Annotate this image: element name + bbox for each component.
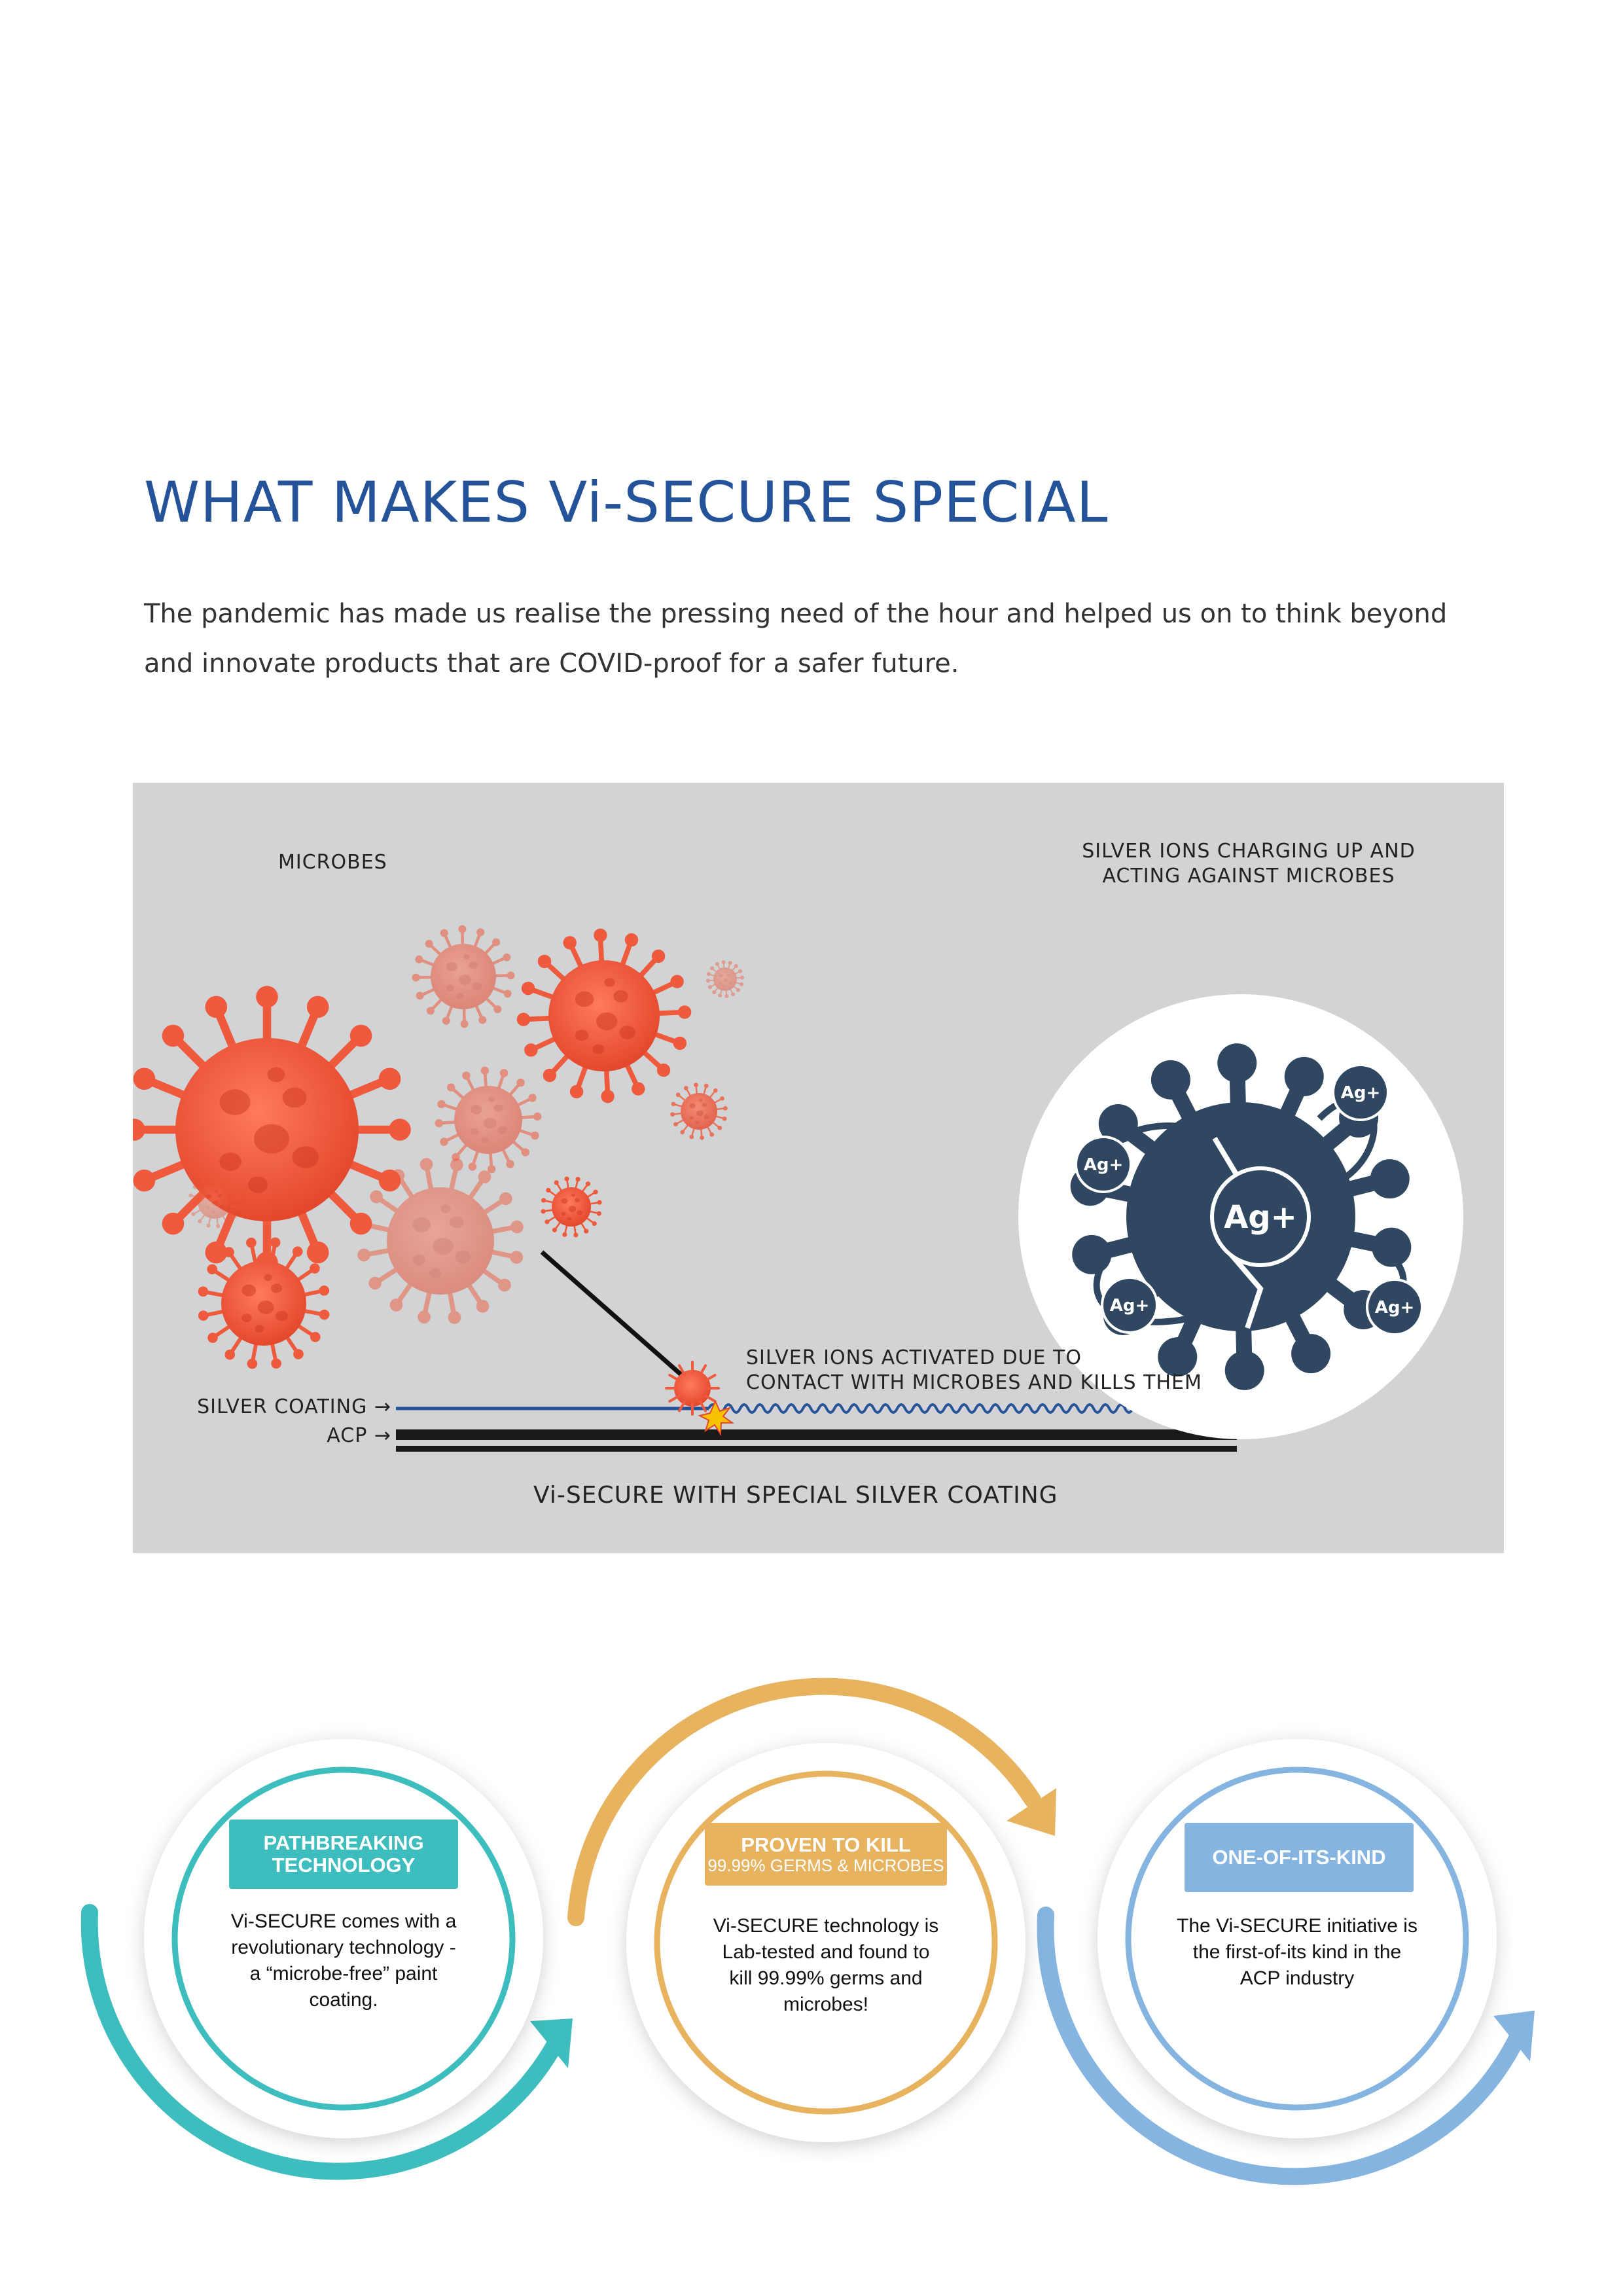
badge-1-line-1: PATHBREAKING	[263, 1831, 424, 1854]
diagram-caption: Vi-SECURE WITH SPECIAL SILVER COATING	[533, 1482, 1058, 1509]
ion-label-left: Ag+	[1084, 1155, 1124, 1175]
blue-connector-arc	[1037, 1907, 1527, 2185]
microbes-label: MICROBES	[278, 851, 387, 874]
page-title: WHAT MAKES Vi-SECURE SPECIAL	[144, 470, 1109, 535]
pathbreaking-technology-badge: PATHBREAKING TECHNOLOGY	[229, 1820, 458, 1889]
badge-2-sub: 99.99% GERMS & MICROBES	[707, 1855, 944, 1875]
activated-ions-label-line-1: SILVER IONS ACTIVATED DUE TO	[746, 1346, 1082, 1369]
feature-3-line-3: ACP industry	[1240, 1967, 1355, 1989]
ion-badge-left	[1075, 1136, 1132, 1193]
feature-1-line-2: revolutionary technology -	[231, 1937, 456, 1958]
feature-2-line-4: microbes!	[783, 1994, 869, 2015]
badge-2-line-1: PROVEN TO KILL	[741, 1833, 911, 1856]
feature-2-description: Vi-SECURE technology is Lab-tested and f…	[688, 1913, 963, 2018]
silver-coating-label: SILVER COATING →	[197, 1395, 391, 1418]
microbe-icon	[198, 1237, 330, 1369]
ion-label-bottom-right: Ag+	[1375, 1298, 1415, 1318]
silver-ion-virus-icon: Ag+ Ag+ Ag+ Ag+ Ag+	[1070, 1043, 1423, 1390]
feature-1-line-4: coating.	[309, 1989, 378, 2011]
acp-panel-bar	[396, 1429, 1237, 1440]
ion-core	[1210, 1166, 1311, 1267]
intro-line-1: The pandemic has made us realise the pre…	[144, 599, 1448, 629]
contact-pointer-line	[540, 1250, 691, 1384]
microbe-icon	[435, 1066, 542, 1174]
spark-icon	[698, 1399, 735, 1437]
feature-2-line-1: Vi-SECURE technology is	[713, 1915, 939, 1937]
microbe-icon	[357, 1158, 524, 1324]
ion-badge-bottom-right	[1366, 1278, 1423, 1336]
silver-ions-label-line-2: ACTING AGAINST MICROBES	[1102, 865, 1395, 888]
microbe-icon	[541, 1176, 602, 1238]
microbe-icon	[706, 960, 744, 998]
features-row: PATHBREAKING TECHNOLOGY Vi-SECURE comes …	[0, 1610, 1623, 2296]
feature-2-line-2: Lab-tested and found to	[722, 1941, 930, 1963]
feature-1-description: Vi-SECURE comes with a revolutionary tec…	[206, 1909, 481, 2013]
contact-microbe-icon	[665, 1361, 720, 1416]
acp-panel-base	[396, 1446, 1237, 1452]
ion-badge-bottom-left	[1101, 1276, 1158, 1334]
badge-1-line-2: TECHNOLOGY	[272, 1854, 416, 1876]
activated-ions-label: SILVER IONS ACTIVATED DUE TO CONTACT WIT…	[746, 1346, 1202, 1395]
microbe-icon	[188, 1175, 241, 1229]
microbe-icon	[670, 1083, 728, 1140]
microbe-icon	[133, 986, 411, 1274]
diagram-graphics: Ag+ Ag+ Ag+ Ag+ Ag+	[133, 925, 1463, 1452]
ion-label-bottom-left: Ag+	[1110, 1296, 1150, 1316]
teal-arrow-head	[530, 2018, 573, 2068]
acp-label: ACP →	[327, 1424, 391, 1447]
microbe-icon	[412, 925, 515, 1028]
proven-to-kill-badge: PROVEN TO KILL 99.99% GERMS & MICROBES	[705, 1823, 947, 1886]
feature-2-line-3: kill 99.99% germs and	[729, 1967, 923, 1989]
gold-arrow-head	[1007, 1788, 1056, 1836]
feature-1-line-3: a “microbe-free” paint	[249, 1963, 438, 1984]
intro-paragraph: The pandemic has made us realise the pre…	[144, 589, 1505, 689]
microbe-cluster	[133, 925, 744, 1369]
silver-coating-diagram: Ag+ Ag+ Ag+ Ag+ Ag+ MICROBES SILVER IONS…	[133, 783, 1504, 1553]
feature-1-line-1: Vi-SECURE comes with a	[230, 1910, 457, 1932]
blue-arrow-head	[1493, 2011, 1535, 2062]
feature-3-line-1: The Vi-SECURE initiative is	[1177, 1915, 1418, 1937]
silver-ions-label-line-1: SILVER IONS CHARGING UP AND	[1082, 840, 1416, 863]
teal-connector-arc	[80, 1904, 565, 2180]
one-of-its-kind-badge: ONE-OF-ITS-KIND	[1185, 1823, 1414, 1892]
ion-core-label: Ag+	[1224, 1199, 1297, 1236]
feature-3-line-2: the first-of-its kind in the	[1192, 1941, 1402, 1963]
badge-3-line-1: ONE-OF-ITS-KIND	[1212, 1845, 1386, 1869]
feature-3-description: The Vi-SECURE initiative is the first-of…	[1160, 1913, 1435, 1992]
intro-line-2: and innovate products that are COVID-pro…	[144, 649, 959, 679]
gold-connector-arc	[567, 1677, 1041, 1926]
ion-badge-top-right	[1332, 1064, 1389, 1121]
activated-ions-label-line-2: CONTACT WITH MICROBES AND KILLS THEM	[746, 1371, 1202, 1394]
microbe-icon	[516, 928, 692, 1103]
ion-label-top-right: Ag+	[1341, 1083, 1381, 1103]
silver-ions-label: SILVER IONS CHARGING UP AND ACTING AGAIN…	[1036, 839, 1461, 889]
